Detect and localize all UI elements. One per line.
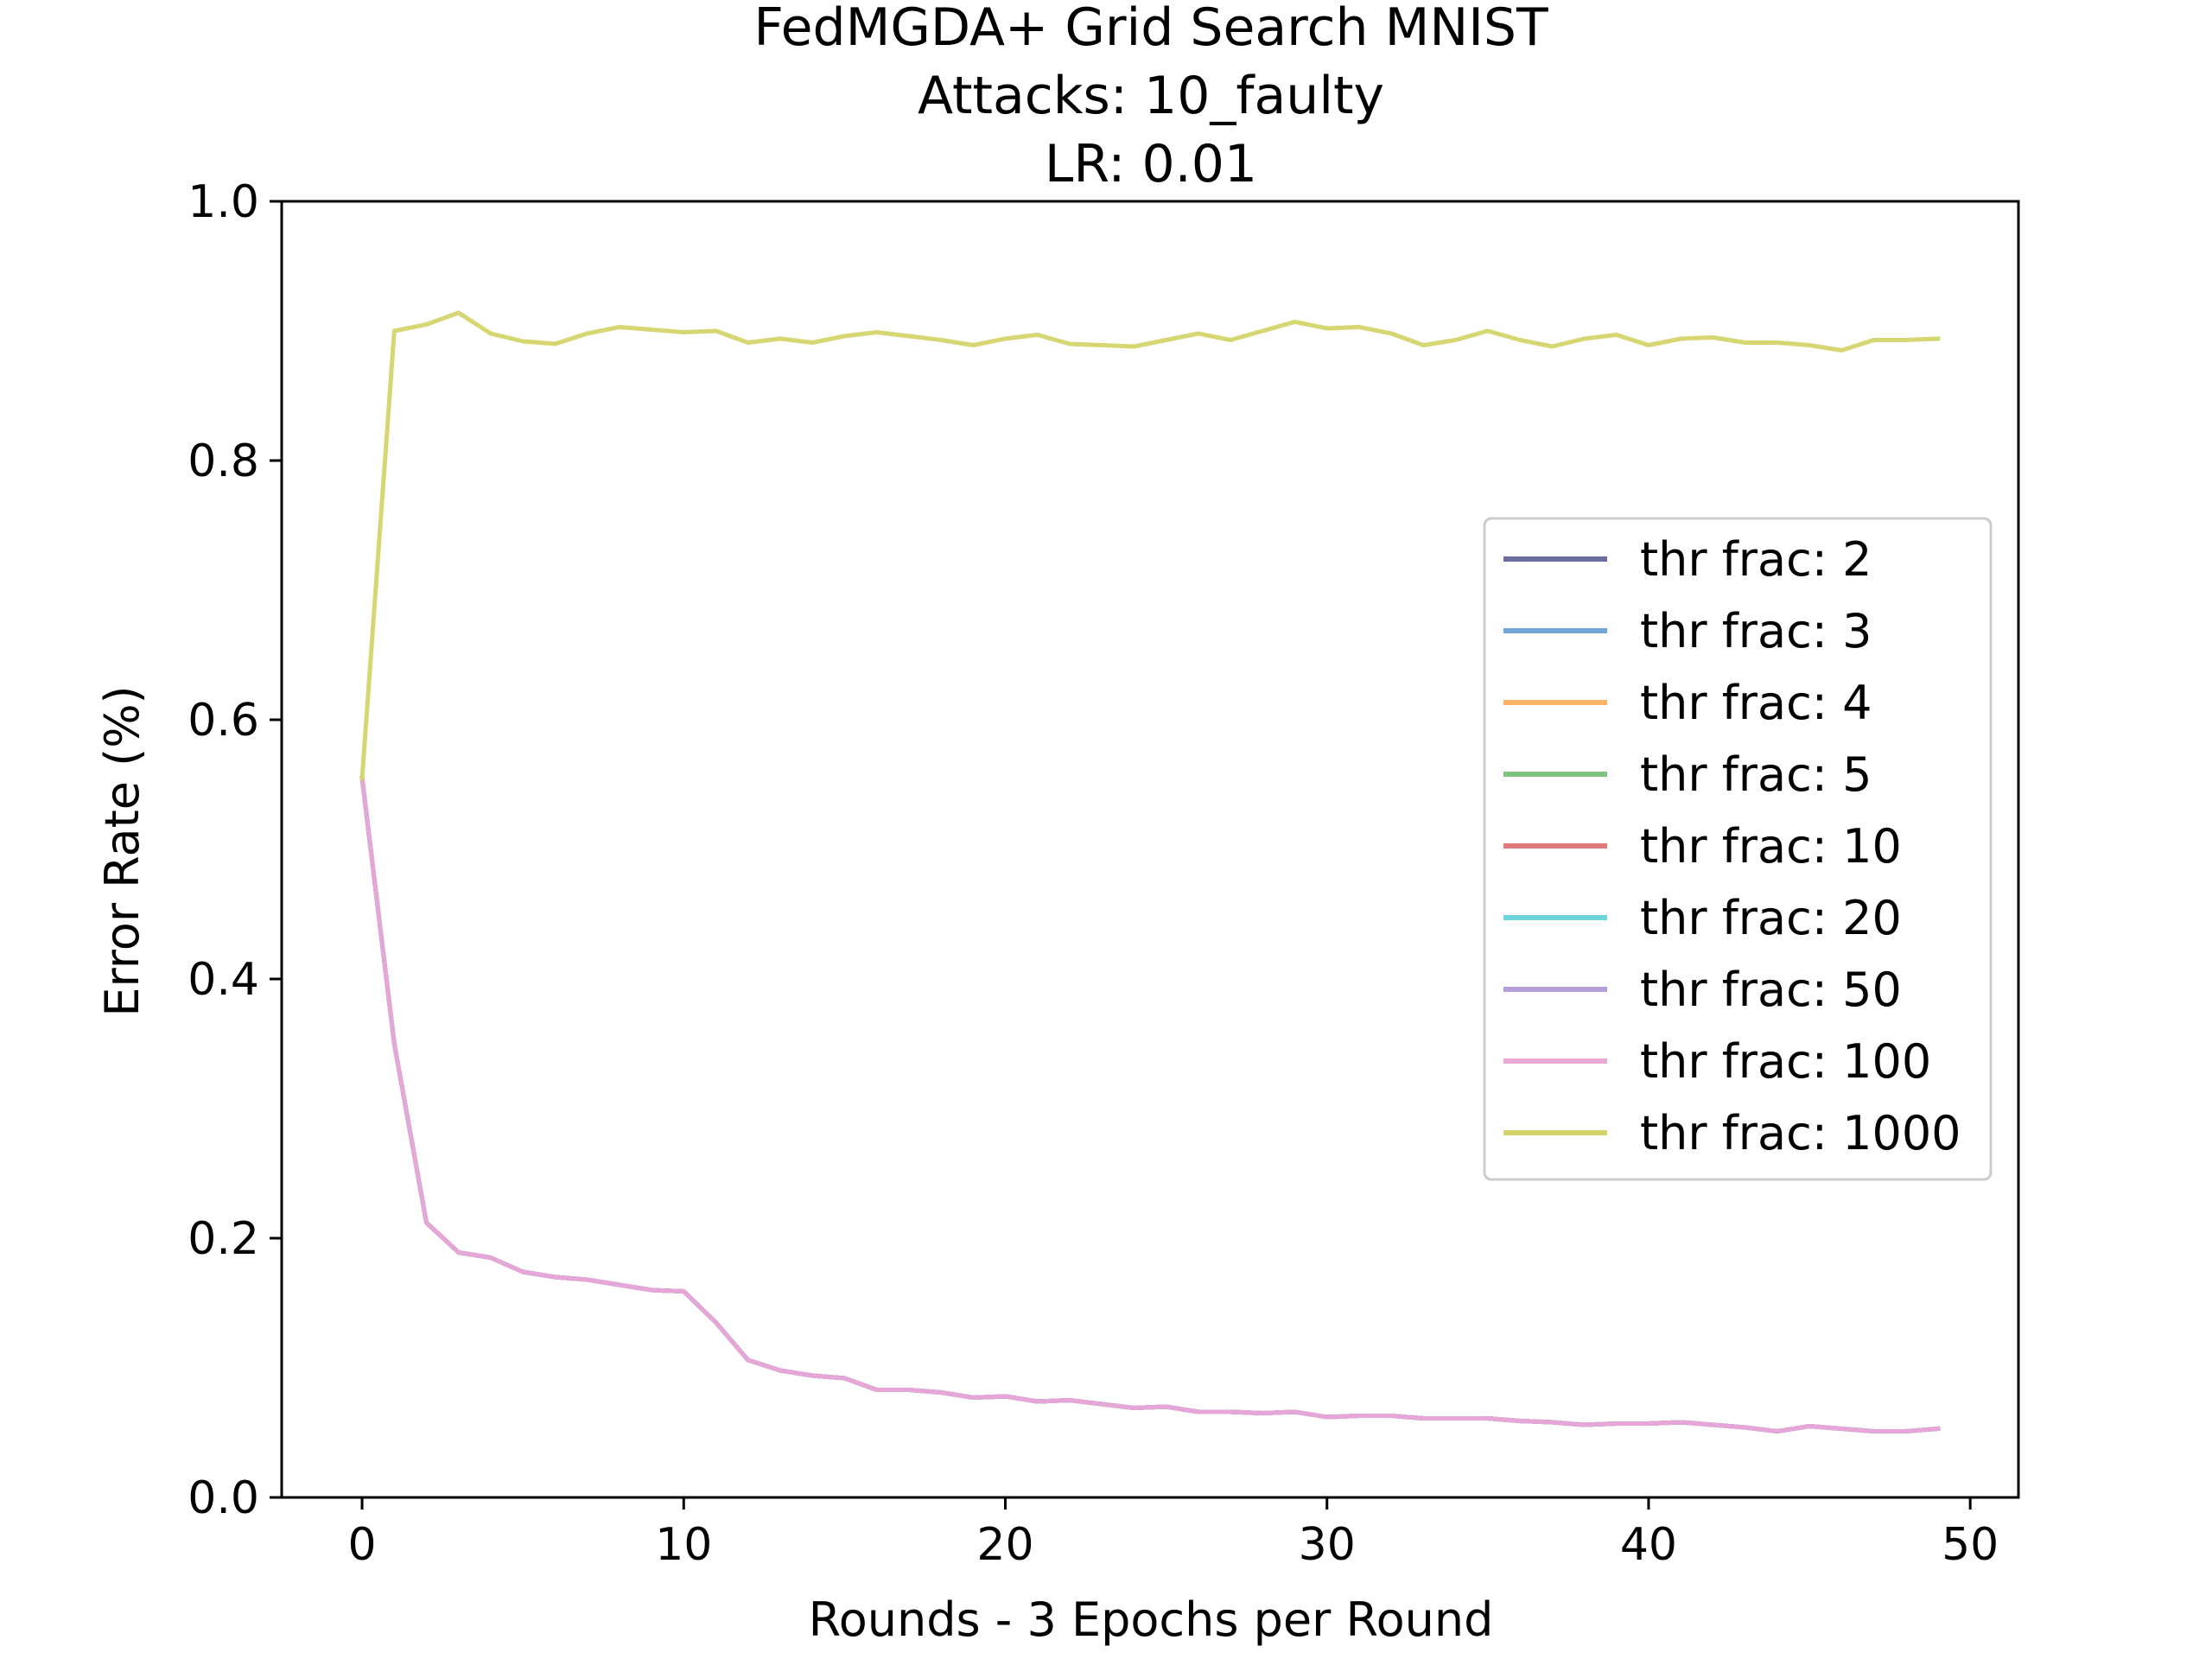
legend-entry-label: thr frac: 2 [1640,532,1872,587]
x-tick-label: 40 [1620,1519,1677,1571]
legend-entry-label: thr frac: 10 [1640,819,1902,874]
legend-entry-label: thr frac: 5 [1640,747,1872,802]
x-tick-label: 10 [655,1519,712,1571]
legend-entry-label: thr frac: 4 [1640,676,1872,730]
chart-title-line: Attacks: 10_faulty [918,66,1384,126]
legend-entry-label: thr frac: 20 [1640,891,1902,945]
chart-title-line: LR: 0.01 [1045,134,1257,194]
legend-entry-label: thr frac: 1000 [1640,1106,1961,1160]
y-tick-label: 0.4 [188,954,259,1006]
legend-entry-label: thr frac: 100 [1640,1034,1931,1089]
series-line [359,310,1941,781]
x-axis-label: Rounds - 3 Epochs per Round [809,1592,1494,1647]
legend-entry-label: thr frac: 50 [1640,963,1902,1017]
x-axis: 0 10 20 30 40 50 [348,1497,1999,1571]
y-tick-label: 0.2 [188,1213,259,1265]
plot-area [280,200,2020,1499]
x-tick-label: 0 [348,1519,377,1571]
x-tick-label: 20 [976,1519,1033,1571]
y-tick-label: 0.6 [188,695,259,747]
legend: thr frac: 2 thr frac: 3 thr frac: 4 thr fra… [1483,517,1993,1181]
series-line [359,775,1941,1433]
y-tick-label: 0.0 [188,1472,259,1524]
y-tick-label: 0.8 [188,435,259,487]
y-axis-label: Error Rate (%) [95,685,149,1016]
x-tick-label: 50 [1942,1519,1999,1571]
legend-entry-label: thr frac: 3 [1640,604,1872,658]
y-tick-label: 1.0 [188,176,259,228]
legend-box [1483,517,1993,1181]
plot-frame [280,200,2020,1499]
chart-title: FedMGDA+ Grid Search MNIST Attacks: 10_fa… [753,0,1548,194]
x-tick-label: 30 [1299,1519,1356,1571]
y-axis: 0.0 0.2 0.4 0.6 0.8 1.0 [188,176,282,1524]
chart-title-line: FedMGDA+ Grid Search MNIST [753,0,1548,58]
